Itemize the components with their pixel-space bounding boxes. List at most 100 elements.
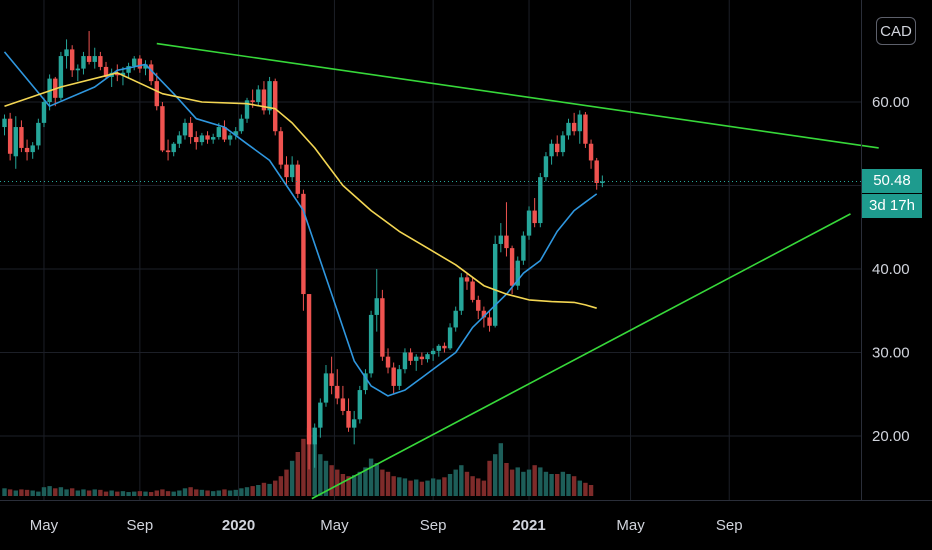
candle-body	[566, 122, 571, 136]
volume-bar	[256, 485, 261, 496]
candle-body	[256, 89, 261, 102]
candle-body	[41, 102, 47, 123]
volume-bar	[36, 491, 41, 496]
trendline	[311, 213, 851, 500]
candle-body	[188, 122, 193, 138]
volume-bar	[222, 489, 227, 496]
candle-body	[374, 298, 379, 315]
candle-body	[521, 235, 526, 261]
volume-bar	[346, 476, 351, 496]
candle-body	[504, 235, 509, 249]
candle-body	[391, 367, 396, 386]
time-tick-label: Sep	[420, 517, 447, 534]
volume-bar	[521, 471, 526, 496]
volume-bar	[64, 489, 69, 496]
volume-bar	[115, 491, 120, 496]
volume-bar	[2, 488, 7, 496]
candle-body	[459, 277, 464, 311]
volume-bar	[329, 465, 334, 496]
volume-bar	[385, 471, 391, 496]
candle-body	[380, 298, 385, 357]
volume-bar	[368, 458, 374, 496]
volume-bar	[137, 491, 143, 496]
candle-body	[447, 327, 453, 349]
price-tick-label: 30.00	[872, 345, 910, 362]
candle-body	[7, 118, 13, 154]
candle-body	[143, 64, 148, 69]
time-tick-label: 2021	[512, 517, 545, 534]
volume-bar	[182, 488, 188, 496]
volume-bar	[13, 490, 18, 496]
volume-bar	[442, 477, 447, 496]
candle-body	[538, 177, 543, 224]
candle-body	[273, 81, 278, 132]
trendline	[156, 42, 879, 149]
candle-body	[329, 373, 334, 386]
volume-bar	[58, 487, 64, 496]
candle-body	[36, 122, 41, 146]
volume-bar	[289, 460, 295, 496]
volume-bar	[160, 489, 165, 496]
candle-body	[492, 243, 498, 326]
volume-bar	[363, 467, 368, 496]
volume-bar	[148, 492, 154, 496]
volume-bar	[408, 480, 413, 496]
candle-body	[442, 345, 447, 349]
candle-body	[284, 164, 289, 178]
candle-body	[577, 114, 582, 132]
price-tick-label: 40.00	[872, 261, 910, 278]
candle-body	[58, 56, 64, 98]
candle-body	[75, 68, 81, 71]
candle-body	[543, 156, 549, 178]
candle-body	[526, 210, 532, 236]
time-tick-label: Sep	[127, 517, 154, 534]
candle-body	[233, 131, 238, 136]
volume-bar	[171, 491, 176, 496]
volume-bar	[335, 469, 340, 496]
candle-body	[137, 58, 143, 69]
candle-body	[132, 58, 137, 67]
volume-bar	[132, 491, 137, 496]
currency-button[interactable]: CAD	[876, 17, 916, 45]
candle-body	[222, 127, 227, 140]
volume-bar	[86, 490, 92, 496]
candle-body	[120, 72, 126, 76]
candle-body	[555, 143, 560, 153]
volume-bar	[487, 460, 492, 496]
candle-body	[216, 127, 222, 138]
volume-bar	[560, 471, 566, 496]
candle-body	[160, 106, 165, 151]
volume-bar	[284, 469, 289, 496]
volume-bar	[583, 482, 588, 496]
volume-bar	[538, 467, 543, 496]
volume-bar	[323, 460, 329, 496]
volume-bar	[177, 490, 182, 496]
candle-body	[470, 281, 475, 300]
candle-body	[464, 277, 470, 282]
volume-bar	[549, 474, 554, 496]
candle-body	[86, 56, 92, 62]
candle-body	[19, 127, 24, 148]
volume-bar	[566, 474, 571, 496]
candle-body	[498, 235, 504, 244]
volume-bar	[69, 488, 75, 496]
candle-body	[368, 314, 374, 374]
volume-bar	[414, 479, 419, 496]
time-tick-label: Sep	[716, 517, 743, 534]
volume-bar	[30, 490, 35, 496]
last-price-tag: 50.48	[862, 169, 922, 194]
volume-bar	[391, 476, 396, 496]
trendlines	[156, 42, 879, 500]
candle-body	[194, 137, 199, 143]
volume-bar	[453, 469, 458, 496]
volume-bar	[278, 476, 284, 496]
volume-bar	[295, 452, 300, 496]
candle-body	[357, 390, 363, 420]
volume-bar	[250, 486, 255, 496]
candle-body	[600, 181, 605, 183]
volume-bar	[239, 488, 244, 496]
time-axis[interactable]: May Sep 2020 May Sep 2021 May Sep	[30, 517, 743, 534]
volume-bar	[340, 474, 346, 496]
candle-body	[351, 419, 357, 428]
